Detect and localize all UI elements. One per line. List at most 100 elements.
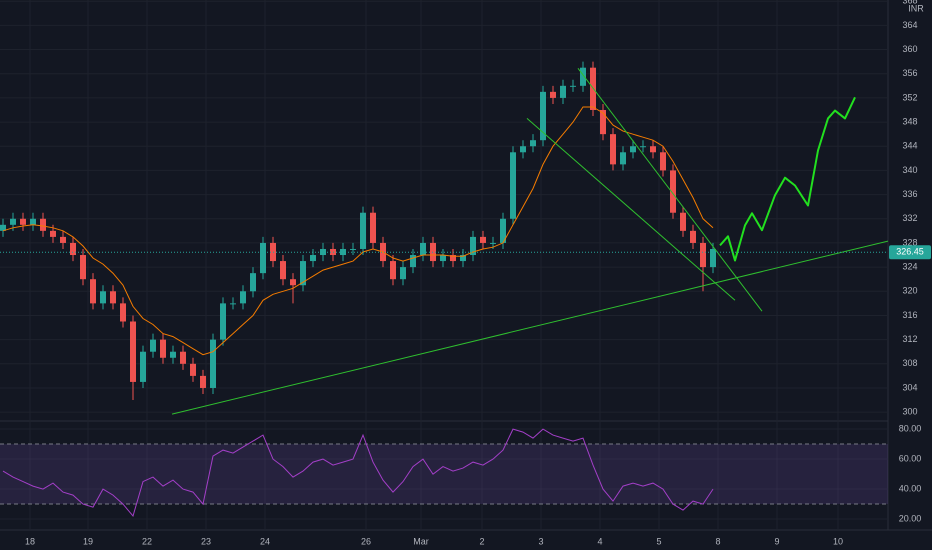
y-tick-label: 316 xyxy=(902,310,917,320)
y-tick-label: 20.00 xyxy=(899,513,922,523)
ema-line xyxy=(2,106,714,356)
candle-body xyxy=(480,236,486,243)
candle-body xyxy=(100,291,106,304)
candle-body xyxy=(150,339,156,352)
y-tick-label: 360 xyxy=(902,44,917,54)
candle-body xyxy=(580,67,586,86)
y-tick-label: 352 xyxy=(902,92,917,102)
candle-body xyxy=(420,242,426,256)
candle-body xyxy=(210,339,216,388)
candle-body xyxy=(140,351,146,382)
x-tick-label: 19 xyxy=(83,536,93,546)
axes: INR 18 19 22 23 24 26 Mar 2 3 4 5 8 9 103003043083123… xyxy=(25,0,931,546)
x-tick-label: 22 xyxy=(142,536,152,546)
candle-body xyxy=(470,236,476,256)
last-price-label: 326.45 xyxy=(896,247,924,257)
candle-body xyxy=(620,152,626,165)
grid xyxy=(0,0,888,530)
candle-body xyxy=(280,261,286,280)
rsi-line xyxy=(2,428,714,518)
candle-body xyxy=(30,218,36,225)
price-pane xyxy=(0,61,888,415)
candle-body xyxy=(650,146,656,153)
x-tick-label: 10 xyxy=(833,536,843,546)
candle-body xyxy=(200,375,206,388)
trendline xyxy=(171,240,888,415)
candle-body xyxy=(370,212,376,243)
candle-body xyxy=(220,303,226,340)
y-tick-label: 324 xyxy=(902,261,917,271)
candle-body xyxy=(710,248,716,268)
candle-body xyxy=(600,109,606,135)
candle-body xyxy=(70,242,76,256)
last-price-badge xyxy=(889,245,931,260)
candle-body xyxy=(50,230,56,237)
candle-body xyxy=(80,255,86,280)
y-tick-label: 300 xyxy=(902,407,917,417)
x-tick-label: 8 xyxy=(715,536,720,546)
candle-body xyxy=(500,218,506,243)
y-tick-label: 328 xyxy=(902,237,917,247)
candle-body xyxy=(40,218,46,231)
x-tick-label: 23 xyxy=(201,536,211,546)
y-tick-label: 304 xyxy=(902,382,917,392)
candle-body xyxy=(510,152,516,219)
candle-body xyxy=(130,321,136,382)
candle-body xyxy=(490,242,496,244)
candle-body xyxy=(390,261,396,280)
candle-body xyxy=(530,140,536,147)
candle-body xyxy=(110,291,116,304)
candle-body xyxy=(610,134,616,165)
x-tick-label: 18 xyxy=(25,536,35,546)
candle-body xyxy=(290,279,296,286)
y-tick-label: 348 xyxy=(902,116,917,126)
candle-body xyxy=(230,303,236,305)
y-tick-label: 40.00 xyxy=(899,483,922,493)
x-tick-label: Mar xyxy=(413,536,429,546)
candle-body xyxy=(0,224,6,231)
y-tick-label: 364 xyxy=(902,20,917,30)
x-tick-label: 4 xyxy=(597,536,602,546)
candle-body xyxy=(520,146,526,153)
trendline xyxy=(526,118,736,301)
x-tick-label: 9 xyxy=(774,536,779,546)
y-tick-label: 344 xyxy=(902,141,917,151)
candle-body xyxy=(460,255,466,262)
candle-body xyxy=(300,261,306,286)
candle-body xyxy=(60,236,66,243)
candle-body xyxy=(10,218,16,225)
y-tick-label: 356 xyxy=(902,68,917,78)
candle-body xyxy=(260,242,266,274)
x-tick-label: 3 xyxy=(538,536,543,546)
candle-body xyxy=(540,91,546,141)
candle-body xyxy=(630,146,636,153)
candle-body xyxy=(700,242,706,268)
candle-body xyxy=(160,339,166,358)
candle-body xyxy=(310,255,316,262)
y-tick-label: 308 xyxy=(902,358,917,368)
candle-body xyxy=(120,303,126,322)
y-tick-label: 80.00 xyxy=(899,423,922,433)
unit-label: INR xyxy=(908,3,924,13)
candle-body xyxy=(20,218,26,225)
candle-body xyxy=(440,255,446,262)
candle-body xyxy=(690,230,696,243)
trendline xyxy=(577,67,763,312)
y-tick-label: 336 xyxy=(902,189,917,199)
candle-body xyxy=(190,363,196,376)
y-tick-label: 320 xyxy=(902,286,917,296)
candle-body xyxy=(400,267,406,280)
x-tick-label: 24 xyxy=(260,536,270,546)
x-tick-label: 5 xyxy=(656,536,661,546)
candle-body xyxy=(640,146,646,148)
candle-body xyxy=(180,351,186,364)
candle-body xyxy=(550,91,556,98)
candle-body xyxy=(360,212,366,249)
y-tick-label: 340 xyxy=(902,165,917,175)
candle-body xyxy=(410,255,416,268)
candle-body xyxy=(240,291,246,304)
candle-body xyxy=(170,351,176,358)
candle-body xyxy=(570,85,576,87)
x-tick-label: 2 xyxy=(479,536,484,546)
